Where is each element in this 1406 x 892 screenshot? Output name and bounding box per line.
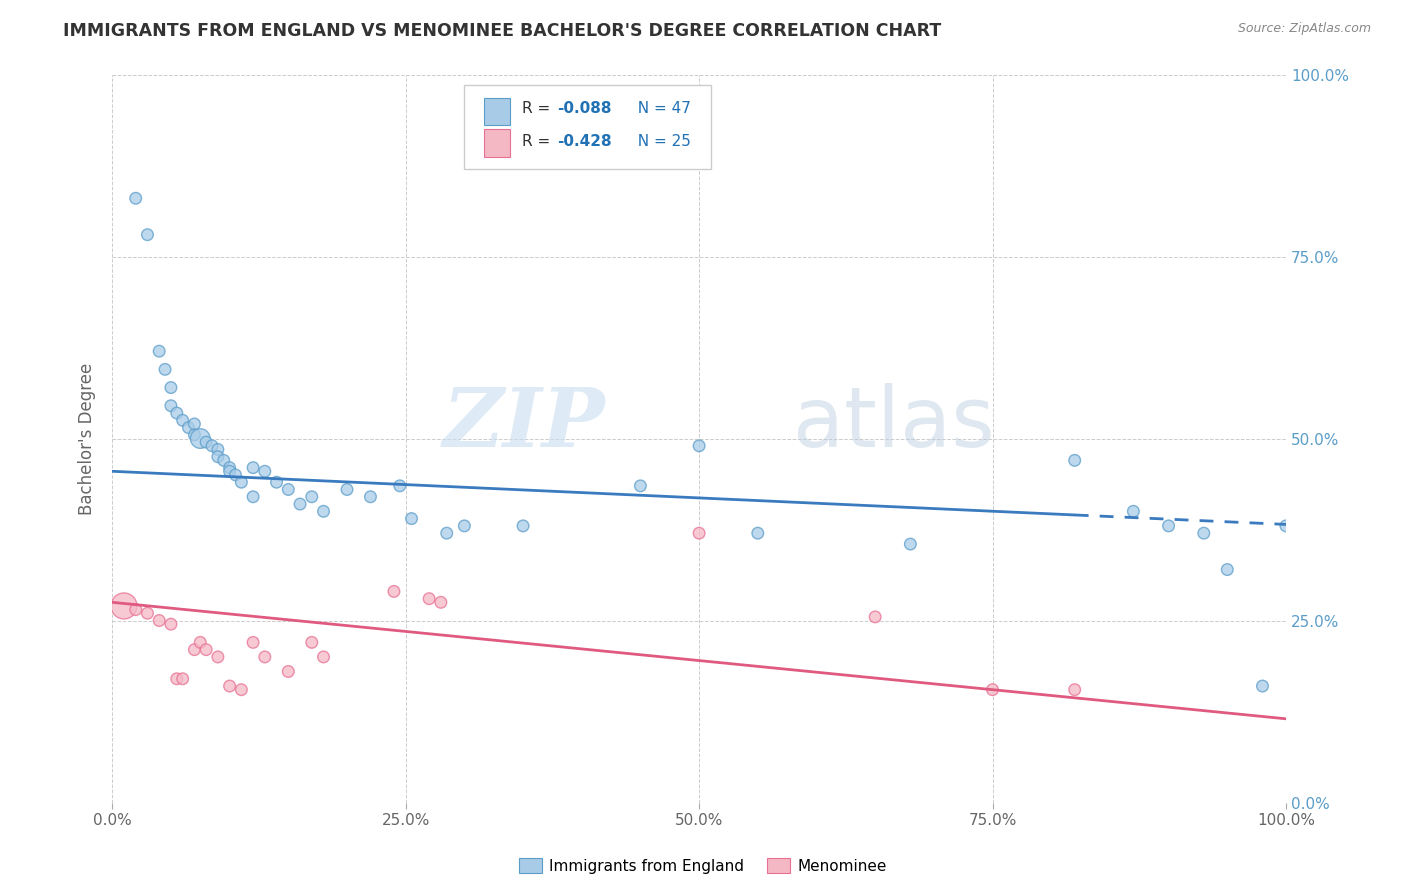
Text: R =: R = xyxy=(522,101,555,116)
Point xyxy=(166,406,188,420)
Point xyxy=(1063,682,1085,697)
Point xyxy=(125,602,148,616)
Point xyxy=(177,420,200,434)
Point xyxy=(430,595,453,609)
Point xyxy=(1251,679,1274,693)
Point xyxy=(688,439,710,453)
Text: R =: R = xyxy=(522,134,555,149)
Point xyxy=(112,599,135,613)
Point xyxy=(401,511,423,525)
Point xyxy=(242,490,264,504)
Point xyxy=(301,635,323,649)
Point xyxy=(195,435,218,450)
Point xyxy=(212,453,235,467)
Point xyxy=(153,362,176,376)
Point xyxy=(1063,453,1085,467)
Point xyxy=(188,635,211,649)
Point xyxy=(1192,526,1215,541)
Point xyxy=(512,519,534,533)
Point xyxy=(218,679,240,693)
Point xyxy=(166,672,188,686)
Point xyxy=(136,606,159,620)
Point xyxy=(277,665,299,679)
Point xyxy=(628,479,651,493)
Point xyxy=(207,450,229,464)
Point xyxy=(1216,563,1239,577)
Point xyxy=(312,649,335,664)
Point xyxy=(188,432,211,446)
Point xyxy=(359,490,381,504)
FancyBboxPatch shape xyxy=(464,86,711,169)
Point xyxy=(125,191,148,205)
Point xyxy=(1275,519,1298,533)
Point xyxy=(288,497,311,511)
Point xyxy=(253,649,276,664)
Text: -0.428: -0.428 xyxy=(557,134,612,149)
Point xyxy=(388,479,411,493)
Point xyxy=(231,475,253,490)
Point xyxy=(336,483,359,497)
Point xyxy=(201,439,224,453)
Point xyxy=(301,490,323,504)
Point xyxy=(148,344,170,359)
Point xyxy=(453,519,475,533)
Point xyxy=(136,227,159,242)
Point xyxy=(218,460,240,475)
Text: N = 47: N = 47 xyxy=(627,101,690,116)
Y-axis label: Bachelor's Degree: Bachelor's Degree xyxy=(79,362,96,515)
Point xyxy=(218,464,240,478)
Point xyxy=(747,526,769,541)
Point xyxy=(277,483,299,497)
Point xyxy=(253,464,276,478)
Point xyxy=(382,584,405,599)
Point xyxy=(183,417,205,431)
Point xyxy=(183,642,205,657)
FancyBboxPatch shape xyxy=(484,98,510,126)
Text: atlas: atlas xyxy=(793,384,995,465)
Text: IMMIGRANTS FROM ENGLAND VS MENOMINEE BACHELOR'S DEGREE CORRELATION CHART: IMMIGRANTS FROM ENGLAND VS MENOMINEE BAC… xyxy=(63,22,942,40)
Point xyxy=(160,380,183,394)
Point xyxy=(207,442,229,457)
Point xyxy=(688,526,710,541)
Legend: Immigrants from England, Menominee: Immigrants from England, Menominee xyxy=(513,852,893,880)
Point xyxy=(242,635,264,649)
Point xyxy=(436,526,458,541)
Point xyxy=(172,672,194,686)
Point xyxy=(148,614,170,628)
Text: N = 25: N = 25 xyxy=(627,134,690,149)
Point xyxy=(898,537,921,551)
Text: -0.088: -0.088 xyxy=(557,101,612,116)
Point xyxy=(418,591,440,606)
Point xyxy=(172,413,194,427)
Point xyxy=(1122,504,1144,518)
Text: ZIP: ZIP xyxy=(443,384,605,464)
Point xyxy=(242,460,264,475)
Point xyxy=(183,428,205,442)
Text: Source: ZipAtlas.com: Source: ZipAtlas.com xyxy=(1237,22,1371,36)
Point xyxy=(863,610,886,624)
Point xyxy=(266,475,288,490)
Point xyxy=(231,682,253,697)
Point xyxy=(1157,519,1180,533)
Point xyxy=(160,399,183,413)
Point xyxy=(981,682,1004,697)
Point xyxy=(224,467,246,482)
Point xyxy=(195,642,218,657)
FancyBboxPatch shape xyxy=(484,129,510,157)
Point xyxy=(160,617,183,632)
Point xyxy=(207,649,229,664)
Point xyxy=(312,504,335,518)
